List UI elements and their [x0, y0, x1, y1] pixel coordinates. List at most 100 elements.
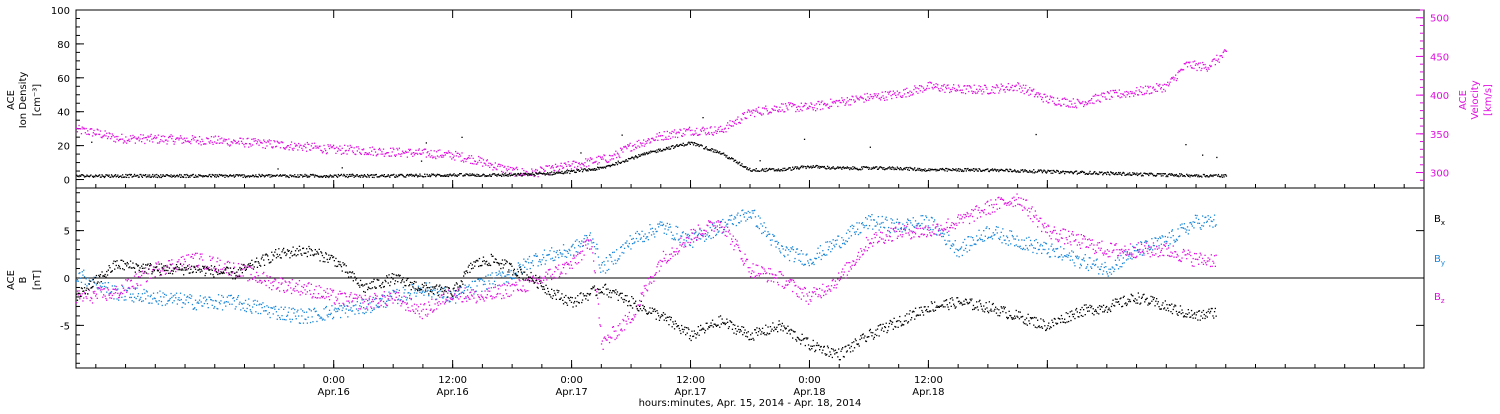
velocity-series-point: [694, 134, 695, 135]
by-series-point: [767, 235, 768, 236]
bz-series-point: [273, 285, 274, 286]
density-series-point: [427, 174, 428, 175]
velocity-series-point: [631, 150, 632, 151]
by-series-point: [1108, 269, 1109, 270]
density-series-point: [350, 174, 351, 175]
velocity-series-point: [888, 93, 889, 94]
velocity-series-point: [156, 137, 157, 138]
velocity-series-point: [844, 99, 845, 100]
velocity-series-point: [335, 148, 336, 149]
velocity-series-point: [1062, 98, 1063, 99]
by-series-point: [405, 297, 406, 298]
velocity-series-point: [407, 152, 408, 153]
by-series-point: [970, 245, 971, 246]
density-series-point: [1180, 175, 1181, 176]
velocity-series-point: [892, 94, 893, 95]
velocity-series-point: [1187, 66, 1188, 67]
velocity-series-point: [1057, 98, 1058, 99]
velocity-series-point: [806, 103, 807, 104]
velocity-series-point: [746, 118, 747, 119]
density-series-point: [955, 168, 956, 169]
density-series-point: [141, 176, 142, 177]
bz-series-point: [305, 294, 306, 295]
velocity-series-point: [1025, 85, 1026, 86]
velocity-series-point: [683, 133, 684, 134]
by-series-point: [1185, 232, 1186, 233]
velocity-series-point: [576, 162, 577, 163]
by-series-point: [854, 232, 855, 233]
by-series-point: [492, 272, 493, 273]
by-series-point: [806, 254, 807, 255]
density-series-point: [1189, 176, 1190, 177]
by-series-point: [1141, 242, 1142, 243]
density-series-point: [846, 168, 847, 169]
velocity-series-point: [1110, 90, 1111, 91]
by-series-point: [962, 255, 963, 256]
density-series-point: [870, 147, 871, 148]
density-series-point: [668, 147, 669, 148]
by-series-point: [1006, 236, 1007, 237]
bz-series-point: [265, 281, 266, 282]
density-series-point: [1029, 170, 1030, 171]
bz-series-point: [311, 284, 312, 285]
by-series-point: [337, 311, 338, 312]
by-series-point: [147, 291, 148, 292]
by-series-point: [950, 248, 951, 249]
velocity-series-point: [337, 151, 338, 152]
by-series-point: [231, 295, 232, 296]
velocity-series-point: [1216, 55, 1217, 56]
by-series-point: [905, 227, 906, 228]
velocity-series-point: [1011, 87, 1012, 88]
by-series-point: [590, 232, 591, 233]
density-series-point: [790, 167, 791, 168]
velocity-series-point: [618, 154, 619, 155]
density-series-point: [699, 146, 700, 147]
velocity-series-point: [502, 165, 503, 166]
by-series-point: [667, 223, 668, 224]
by-series-point: [518, 262, 519, 263]
bz-series-point: [444, 303, 445, 304]
by-series-point: [185, 299, 186, 300]
by-series-point: [410, 293, 411, 294]
velocity-series-point: [390, 148, 391, 149]
by-series-point: [1103, 270, 1104, 271]
bz-series-point: [257, 282, 258, 283]
velocity-series-point: [1177, 78, 1178, 79]
velocity-series-point: [457, 153, 458, 154]
velocity-series-point: [503, 172, 504, 173]
velocity-series-point: [1093, 103, 1094, 104]
bz-series-point: [159, 269, 160, 270]
bz-series-point: [198, 265, 199, 266]
by-series-point: [506, 281, 507, 282]
by-series-point: [671, 232, 672, 233]
velocity-series-point: [1150, 86, 1151, 87]
bz-series-point: [489, 291, 490, 292]
by-series-point: [277, 315, 278, 316]
velocity-series-point: [733, 121, 734, 122]
by-series-point: [1162, 236, 1163, 237]
bz-series-point: [367, 300, 368, 301]
by-series-point: [997, 227, 998, 228]
velocity-series-point: [126, 143, 127, 144]
density-series-point: [1055, 172, 1056, 173]
by-series-point: [408, 292, 409, 293]
velocity-series-point: [402, 151, 403, 152]
velocity-series-point: [1065, 99, 1066, 100]
by-series-point: [744, 216, 745, 217]
velocity-series-point: [302, 150, 303, 151]
velocity-series-point: [1068, 106, 1069, 107]
density-series-point: [165, 176, 166, 177]
by-series-point: [1193, 227, 1194, 228]
velocity-series-point: [685, 130, 686, 131]
by-series-point: [676, 233, 677, 234]
density-series-point: [1143, 175, 1144, 176]
by-series-point: [367, 309, 368, 310]
by-series-point: [1068, 255, 1069, 256]
by-series-point: [751, 218, 752, 219]
density-series-point: [208, 176, 209, 177]
velocity-series-point: [434, 156, 435, 157]
bz-series-point: [331, 290, 332, 291]
by-series-point: [928, 220, 929, 221]
velocity-series-point: [319, 146, 320, 147]
velocity-series-point: [358, 146, 359, 147]
